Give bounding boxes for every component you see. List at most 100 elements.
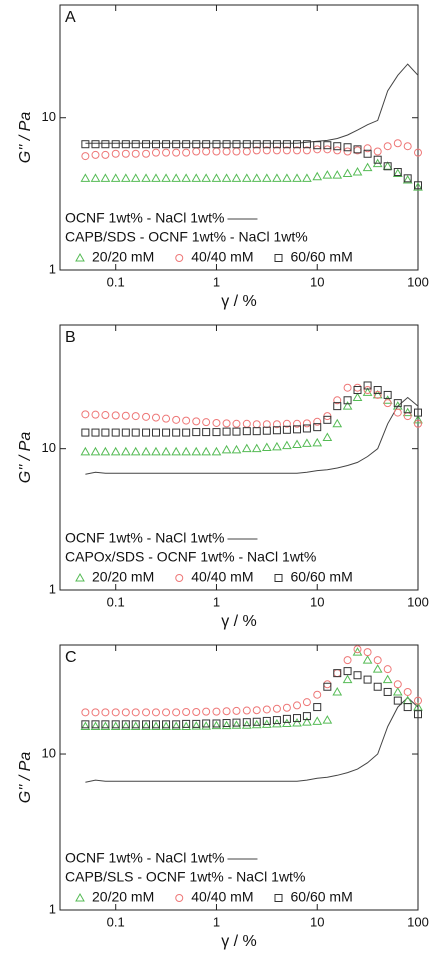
legend-label: 20/20 mM (92, 569, 154, 585)
marker-triangle (201, 721, 212, 730)
y-tick-label: 10 (42, 440, 56, 455)
marker-square (212, 719, 221, 728)
marker-triangle (110, 446, 121, 456)
marker-circle (91, 410, 100, 419)
marker-circle (101, 411, 110, 420)
marker-circle (202, 418, 211, 427)
marker-triangle (181, 721, 191, 731)
marker-square (343, 143, 352, 152)
marker-circle (353, 645, 362, 654)
marker-square (393, 399, 402, 408)
marker-triangle (302, 438, 312, 447)
marker-triangle (141, 721, 151, 731)
marker-square (142, 428, 151, 437)
marker-square (91, 428, 100, 437)
marker-triangle (382, 161, 393, 170)
x-tick-label: 0.1 (107, 274, 125, 289)
marker-triangle (392, 168, 403, 178)
marker-circle (212, 418, 221, 427)
marker-triangle (211, 720, 222, 730)
x-tick-label: 10 (310, 914, 324, 929)
marker-circle (142, 708, 151, 717)
marker-square (212, 428, 221, 437)
panel-label: B (65, 329, 76, 346)
data-line (85, 696, 419, 783)
marker-circle (175, 894, 184, 902)
marker-triangle (201, 173, 212, 182)
x-tick-label: 0.1 (107, 914, 125, 929)
marker-circle (81, 152, 90, 161)
marker-triangle (171, 173, 182, 182)
marker-circle (363, 386, 372, 395)
marker-circle (242, 419, 251, 428)
marker-circle (393, 139, 402, 148)
marker-triangle (342, 674, 353, 684)
marker-square (101, 428, 110, 437)
marker-circle (272, 704, 281, 713)
marker-triangle (261, 173, 272, 182)
marker-square (373, 682, 382, 691)
marker-square (353, 145, 362, 154)
marker-circle (91, 150, 100, 159)
marker-circle (192, 147, 201, 156)
marker-circle (313, 145, 322, 154)
marker-circle (302, 146, 311, 155)
marker-square (383, 390, 392, 399)
marker-circle (175, 254, 184, 262)
legend-label: 40/40 mM (191, 889, 253, 905)
marker-triangle (312, 171, 323, 181)
marker-triangle (362, 162, 373, 172)
marker-square (192, 140, 201, 149)
x-axis-title: γ / % (221, 613, 257, 630)
marker-circle (293, 701, 302, 710)
marker-triangle (171, 721, 182, 731)
marker-triangle (292, 439, 302, 449)
marker-triangle (382, 674, 393, 684)
marker-square (192, 719, 201, 728)
marker-triangle (241, 173, 252, 182)
marker-triangle (141, 173, 151, 182)
marker-circle (172, 148, 181, 157)
marker-square (282, 425, 291, 434)
marker-square (91, 720, 100, 729)
marker-square (202, 140, 211, 149)
marker-square (274, 894, 283, 902)
marker-triangle (241, 443, 252, 453)
marker-circle (172, 708, 181, 717)
marker-square (323, 141, 332, 150)
marker-triangle (362, 655, 373, 664)
marker-triangle (322, 432, 333, 441)
marker-square (333, 669, 342, 678)
legend-label: OCNF 1wt% - NaCl 1wt% (65, 530, 224, 546)
marker-square (393, 168, 402, 177)
marker-circle (101, 150, 110, 159)
marker-square (172, 428, 181, 437)
marker-triangle (90, 446, 101, 456)
marker-square (293, 714, 302, 723)
plot-frame (59, 4, 419, 271)
marker-circle (142, 412, 151, 421)
marker-circle (131, 412, 140, 421)
marker-circle (343, 383, 352, 392)
marker-circle (282, 419, 291, 428)
marker-circle (222, 419, 231, 428)
marker-circle (182, 416, 191, 425)
marker-circle (111, 708, 120, 717)
plot-frame (59, 644, 419, 911)
x-tick-label: 100 (407, 594, 429, 609)
marker-triangle (312, 716, 323, 725)
x-tick-label: 0.1 (107, 594, 125, 609)
marker-triangle (141, 446, 151, 456)
marker-triangle (221, 173, 232, 182)
marker-triangle (342, 168, 353, 178)
marker-circle (121, 708, 130, 717)
marker-triangle (181, 173, 191, 182)
marker-circle (403, 412, 412, 421)
marker-circle (414, 419, 422, 428)
x-tick-label: 1 (213, 594, 220, 609)
marker-square (222, 719, 231, 728)
marker-circle (182, 707, 191, 716)
marker-circle (81, 410, 90, 419)
marker-triangle (80, 721, 91, 731)
marker-circle (202, 707, 211, 716)
